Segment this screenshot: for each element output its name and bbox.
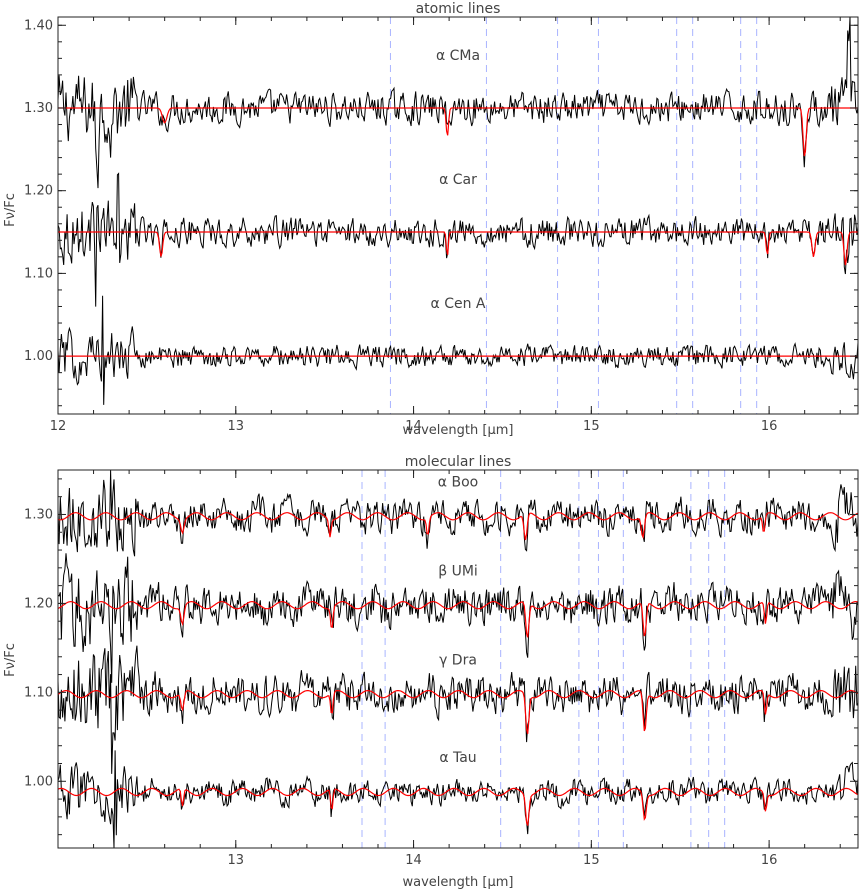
y-tick-label-0-3: 1.30 — [24, 101, 53, 116]
spectrum-atom-1 — [57, 172, 859, 307]
series-label-atom-1: α Car — [439, 172, 477, 188]
model-mol-3 — [57, 787, 859, 826]
x-tick-label-1-0: 13 — [228, 853, 245, 868]
model-atom-0 — [58, 107, 858, 157]
x-tick-label-0-4: 16 — [761, 419, 778, 434]
series-label-mol-3: α Tau — [439, 750, 476, 766]
spectrum-atom-0 — [57, 16, 859, 189]
panel-title-molecular: molecular lines — [405, 454, 512, 470]
x-tick-label-0-1: 13 — [228, 419, 245, 434]
model-mol-0 — [57, 512, 859, 541]
molecular-lines-panel: molecular lines wavelength [μm] Fν/Fc α … — [3, 454, 859, 890]
x-tick-label-0-0: 12 — [50, 419, 67, 434]
spectrum-atom-2 — [57, 295, 859, 405]
series-label-mol-1: β UMi — [438, 563, 478, 579]
series-label-mol-2: γ Dra — [439, 652, 477, 668]
x-tick-label-1-1: 14 — [405, 853, 422, 868]
y-tick-label-0-4: 1.40 — [24, 18, 53, 33]
panel-title-atomic: atomic lines — [416, 1, 501, 17]
spectrum-mol-1 — [57, 553, 859, 683]
y-tick-label-1-0: 1.00 — [24, 774, 53, 789]
model-mol-1 — [57, 600, 859, 638]
y-tick-label-1-3: 1.30 — [24, 507, 53, 522]
y-axis-title-atomic: Fν/Fc — [3, 193, 18, 227]
y-tick-label-1-1: 1.10 — [24, 685, 53, 700]
x-tick-label-1-2: 15 — [583, 853, 600, 868]
model-atom-1 — [58, 231, 858, 266]
x-tick-label-0-2: 14 — [405, 419, 422, 434]
y-tick-label-0-0: 1.00 — [24, 349, 53, 364]
series-label-atom-0: α CMa — [436, 48, 480, 64]
x-tick-label-0-3: 15 — [583, 419, 600, 434]
spectrum-mol-3 — [57, 750, 859, 849]
series-label-mol-0: α Boo — [438, 474, 478, 490]
plot-frame-0 — [57, 16, 859, 415]
y-tick-label-0-2: 1.20 — [24, 184, 53, 199]
plot-frame-1 — [57, 469, 859, 849]
y-tick-label-1-2: 1.20 — [24, 596, 53, 611]
model-mol-2 — [57, 689, 859, 734]
y-tick-label-0-1: 1.10 — [24, 266, 53, 281]
x-tick-label-1-3: 16 — [761, 853, 778, 868]
x-axis-title-atomic: wavelength [μm] — [403, 423, 514, 438]
atomic-lines-panel: atomic lines wavelength [μm] Fν/Fc α CMa… — [3, 1, 859, 438]
y-axis-title-molecular: Fν/Fc — [3, 643, 18, 677]
x-axis-title-molecular: wavelength [μm] — [403, 875, 514, 890]
series-label-atom-2: α Cen A — [431, 296, 486, 312]
